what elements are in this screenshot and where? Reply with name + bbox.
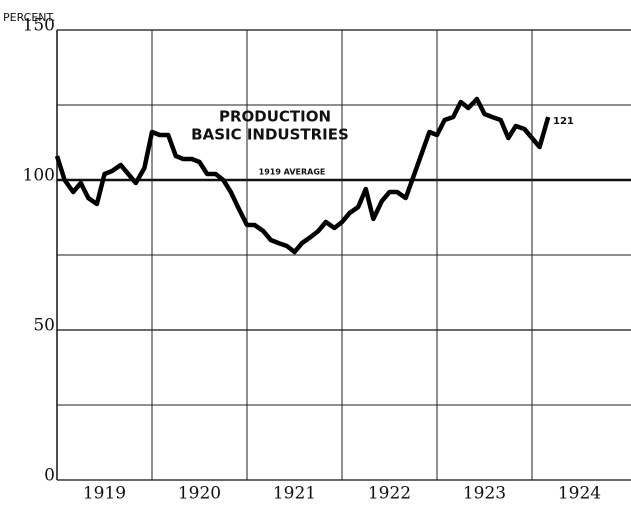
- x-tick-label: 1919: [83, 484, 126, 504]
- x-tick-label: 1923: [463, 484, 506, 504]
- x-tick-label: 1922: [368, 484, 411, 504]
- y-tick-label: 150: [23, 16, 55, 36]
- y-tick-label: 0: [44, 466, 55, 486]
- x-tick-label: 1920: [178, 484, 221, 504]
- y-axis-label: PERCENT.: [3, 11, 55, 24]
- x-tick-label: 1924: [558, 484, 601, 504]
- annotation: PRODUCTION: [219, 108, 331, 126]
- x-tick-label: 1921: [273, 484, 316, 504]
- y-tick-label: 100: [23, 166, 55, 186]
- y-tick-label: 50: [33, 316, 55, 336]
- annotation: BASIC INDUSTRIES: [191, 126, 349, 144]
- annotation: 1919 AVERAGE: [259, 168, 326, 177]
- data-line: [54, 96, 551, 255]
- annotation: 121: [553, 116, 574, 127]
